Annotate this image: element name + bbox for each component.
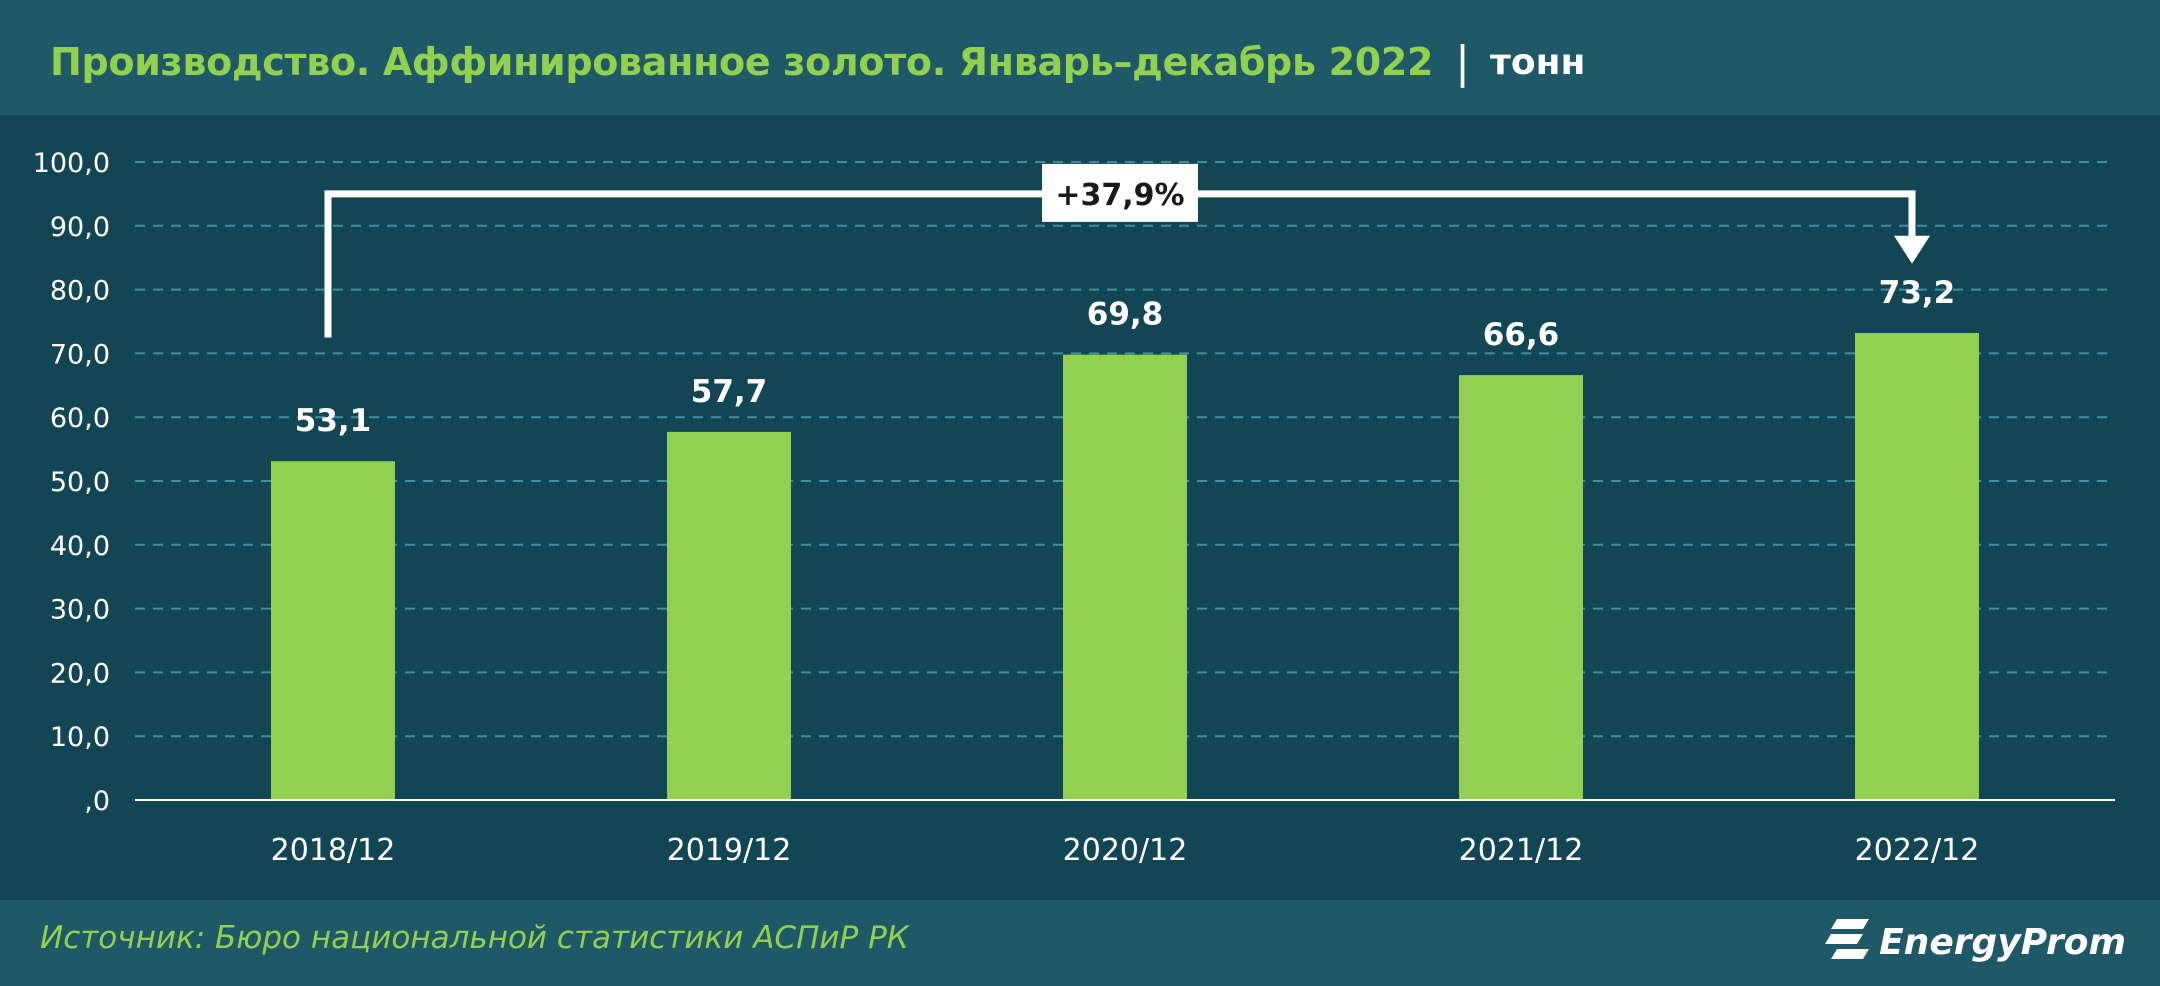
y-tick-label: 90,0	[50, 212, 110, 243]
header-band: Производство. Аффинированное золото. Янв…	[0, 0, 2160, 115]
title-row: Производство. Аффинированное золото. Янв…	[50, 32, 1585, 92]
bar	[1459, 375, 1583, 800]
y-tick-label: ,0	[84, 786, 110, 817]
x-tick-label: 2020/12	[1063, 833, 1188, 868]
bar	[1063, 354, 1187, 800]
growth-label: +37,9%	[1055, 178, 1184, 213]
bar	[667, 431, 791, 800]
logo: EnergyProm	[1823, 912, 2126, 972]
data-label: 66,6	[1483, 317, 1560, 353]
data-label: 73,2	[1879, 275, 1956, 311]
y-tick-label: 100,0	[33, 148, 110, 179]
x-tick-label: 2022/12	[1855, 833, 1980, 868]
footer-band: Источник: Бюро национальной статистики А…	[0, 900, 2160, 986]
bar-chart: ,0 10,0 20,0 30,0 40,0 50,0 60,0 70,0 80,0 90,0 10…	[33, 148, 2115, 868]
plot-area: ,0 10,0 20,0 30,0 40,0 50,0 60,0 70,0 80,0 90,0 10…	[0, 115, 2160, 900]
bar	[1855, 332, 1979, 800]
growth-arrow-head	[1894, 235, 1930, 264]
logo-text: EnergyProm	[1879, 921, 2126, 963]
y-tick-label: 40,0	[50, 531, 110, 562]
bar	[271, 461, 395, 800]
x-tick-label: 2018/12	[271, 833, 396, 868]
x-tick-label: 2021/12	[1459, 833, 1584, 868]
x-tick-label: 2019/12	[667, 833, 792, 868]
growth-label-box	[1042, 163, 1198, 222]
y-tick-label: 80,0	[50, 276, 110, 307]
data-label: 53,1	[295, 403, 372, 439]
unit-label: тонн	[1490, 41, 1586, 83]
title-separator: |	[1455, 36, 1470, 88]
y-tick-label: 20,0	[50, 658, 110, 689]
chart-title: Производство. Аффинированное золото. Янв…	[50, 40, 1434, 84]
data-label: 69,8	[1087, 297, 1164, 333]
data-label: 57,7	[691, 374, 768, 410]
y-tick-label: 70,0	[50, 339, 110, 370]
y-tick-label: 30,0	[50, 595, 110, 626]
source-note: Источник: Бюро национальной статистики А…	[40, 920, 909, 956]
logo-icon	[1825, 919, 1870, 959]
y-tick-label: 10,0	[50, 722, 110, 753]
y-tick-label: 60,0	[50, 403, 110, 434]
y-tick-label: 50,0	[50, 467, 110, 498]
